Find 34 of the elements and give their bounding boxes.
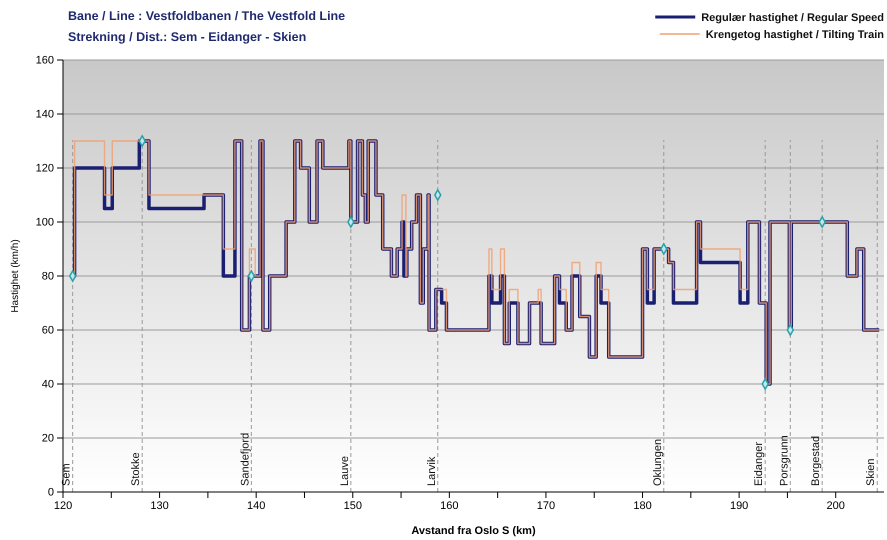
chart-title: Bane / Line : Vestfoldbanen / The Vestfold Line	[68, 9, 346, 23]
x-tick-label: 200	[826, 500, 845, 512]
y-tick-label: 120	[36, 162, 54, 175]
x-tick-label: 140	[246, 500, 266, 512]
x-tick-label: 150	[344, 500, 362, 512]
legend-label: Regulær hastighet / Regular Speed	[701, 12, 884, 24]
x-tick-label: 120	[54, 500, 72, 512]
y-tick-label: 160	[36, 54, 54, 67]
chart-subtitle: Strekning / Dist.: Sem - Eidanger - Skien	[68, 30, 306, 44]
x-tick-label: 160	[440, 500, 459, 512]
x-tick-label: 170	[536, 500, 556, 512]
x-tick-label: 180	[633, 500, 652, 512]
ref-line-label: Larvik	[426, 456, 438, 486]
ref-line-label: Borgestad	[810, 436, 822, 486]
x-axis-title: Avstand fra Oslo S (km)	[411, 525, 536, 537]
ref-line-label: Sem	[60, 463, 73, 486]
y-tick-label: 20	[42, 432, 54, 445]
y-tick-label: 80	[42, 270, 54, 283]
y-tick-label: 0	[48, 486, 54, 499]
y-tick-label: 140	[36, 108, 54, 121]
x-tick-label: 130	[150, 500, 169, 512]
ref-line-label: Porsgrunn	[778, 435, 790, 486]
ref-line-label: Oklungen	[652, 438, 664, 486]
y-tick-label: 60	[42, 324, 54, 337]
legend-label: Krengetog hastighet / Tilting Train	[706, 29, 884, 41]
ref-line-label: Lauve	[338, 456, 351, 486]
y-tick-label: 40	[42, 378, 54, 391]
ref-line-label: Sandefjord	[239, 432, 252, 486]
ref-line-label: Skien	[865, 458, 878, 486]
x-tick-label: 190	[730, 500, 748, 512]
y-tick-label: 100	[36, 216, 54, 229]
ref-line-label: Stokke	[130, 452, 142, 486]
ref-line-label: Eidanger	[753, 442, 766, 486]
y-axis-title: Hastighet (km/h)	[10, 239, 21, 313]
